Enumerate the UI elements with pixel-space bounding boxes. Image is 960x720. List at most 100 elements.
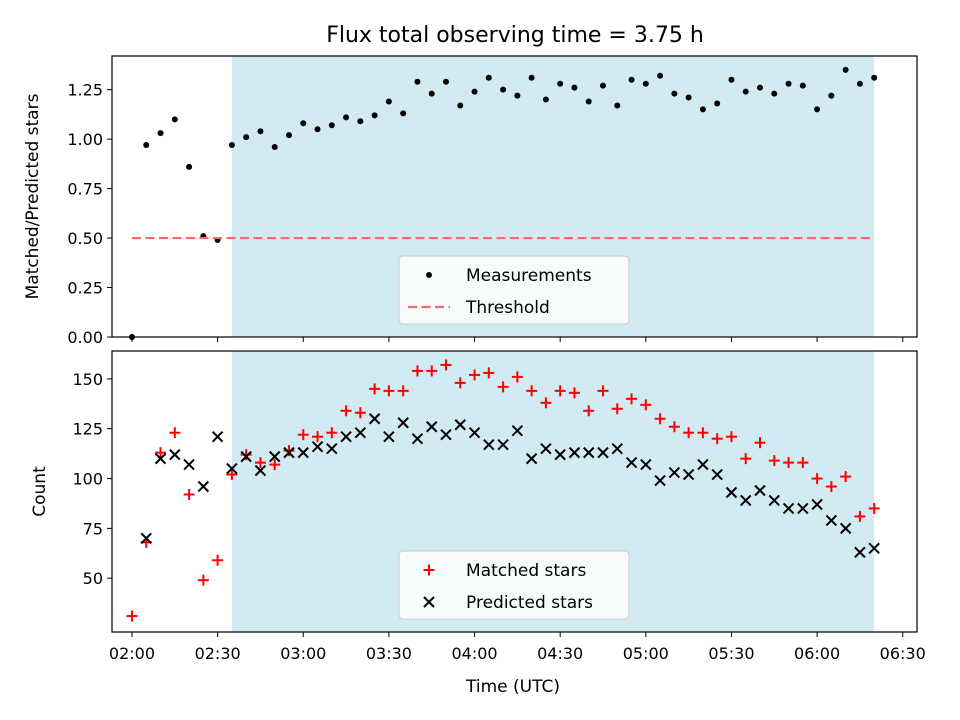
x-tick-label: 03:00 bbox=[280, 644, 326, 663]
matched-star-point bbox=[768, 455, 780, 467]
matched-star-point bbox=[840, 471, 852, 483]
legend-matched-swatch bbox=[423, 564, 435, 576]
matched-star-point bbox=[583, 405, 595, 417]
predicted-star-point bbox=[568, 446, 581, 459]
matched-star-point bbox=[668, 421, 680, 433]
measurement-point bbox=[171, 116, 178, 123]
y-tick-label-top: 0.25 bbox=[67, 279, 103, 298]
matched-star-point bbox=[155, 447, 167, 459]
measurement-point bbox=[328, 122, 335, 129]
matched-star-point bbox=[754, 437, 766, 449]
measurement-point bbox=[599, 82, 606, 89]
matched-star-point bbox=[797, 457, 809, 469]
measurement-point bbox=[814, 106, 821, 113]
x-tick-label: 03:30 bbox=[366, 644, 412, 663]
measurement-point bbox=[828, 92, 835, 99]
measurement-point bbox=[742, 88, 749, 95]
x-tick-label: 04:30 bbox=[537, 644, 583, 663]
predicted-star-point bbox=[697, 458, 709, 471]
predicted-star-point bbox=[197, 480, 210, 493]
matched-star-point bbox=[683, 427, 695, 439]
x-tick-label: 05:00 bbox=[623, 644, 669, 663]
x-tick-label: 04:00 bbox=[451, 644, 497, 663]
predicted-star-point bbox=[169, 448, 181, 461]
measurement-point bbox=[257, 128, 264, 135]
y-tick-label-bottom: 100 bbox=[72, 470, 103, 489]
matched-star-point bbox=[269, 459, 281, 471]
predicted-star-point bbox=[611, 442, 623, 455]
predicted-star-point bbox=[511, 425, 524, 437]
matched-star-point bbox=[354, 407, 366, 419]
predicted-star-point bbox=[368, 413, 381, 425]
predicted-star-point bbox=[454, 419, 466, 431]
predicted-star-point bbox=[340, 430, 352, 443]
predicted-star-point bbox=[226, 462, 238, 475]
measurement-point bbox=[856, 80, 863, 87]
matched-star-point bbox=[297, 429, 309, 441]
matched-star-point bbox=[411, 365, 423, 377]
predicted-star-point bbox=[754, 484, 766, 497]
legend-predicted-swatch bbox=[423, 596, 435, 608]
series-bottom-0 bbox=[126, 359, 880, 622]
y-axis-label-top: Matched/Predicted stars bbox=[23, 93, 43, 299]
measurement-point bbox=[143, 142, 150, 149]
predicted-star-point bbox=[854, 546, 866, 558]
y-tick-label-bottom: 75 bbox=[83, 519, 103, 538]
measurement-point bbox=[371, 112, 378, 119]
matched-star-point bbox=[240, 449, 252, 461]
predicted-star-point bbox=[825, 514, 838, 527]
measurement-point bbox=[685, 94, 692, 101]
y-tick-label-bottom: 125 bbox=[72, 420, 103, 439]
measurement-point bbox=[414, 78, 421, 85]
chart-panel-top: 0.00 0.25 0.50 0.75 1.00 1.25 Matched/Predicte… bbox=[23, 55, 918, 347]
measurement-point bbox=[714, 100, 721, 107]
chart-panel-bottom: 50 75 100 125 150 02:00 02:30 03:00 03:30 04:00 04… bbox=[30, 350, 926, 663]
predicted-star-point bbox=[411, 432, 424, 445]
legend-label: Threshold bbox=[465, 298, 550, 318]
measurement-point bbox=[357, 118, 364, 125]
predicted-star-point bbox=[597, 446, 609, 459]
predicted-star-point bbox=[311, 440, 324, 453]
predicted-star-point bbox=[183, 458, 195, 471]
matched-star-point bbox=[526, 385, 538, 397]
matched-star-point bbox=[597, 385, 609, 397]
y-axis-label-bottom: Count bbox=[30, 466, 50, 517]
predicted-star-point bbox=[768, 494, 780, 507]
matched-star-point bbox=[640, 399, 652, 411]
predicted-star-point bbox=[497, 438, 509, 451]
predicted-star-point bbox=[682, 468, 695, 481]
y-tick-label-top: 0.00 bbox=[67, 328, 103, 347]
measurement-point bbox=[285, 132, 292, 139]
matched-star-point bbox=[554, 385, 566, 397]
measurement-point bbox=[186, 163, 193, 170]
matched-star-point bbox=[369, 383, 381, 395]
matched-star-point bbox=[711, 433, 723, 445]
matched-star-point bbox=[540, 397, 552, 409]
measurement-point bbox=[871, 74, 878, 81]
measurement-point bbox=[756, 84, 763, 91]
predicted-star-point bbox=[583, 446, 595, 459]
measurement-point bbox=[428, 90, 435, 97]
predicted-star-point bbox=[782, 502, 795, 515]
matched-star-point bbox=[183, 488, 195, 500]
y-tick-label-top: 1.25 bbox=[67, 81, 103, 100]
measurement-point bbox=[157, 130, 164, 137]
matched-star-point bbox=[740, 453, 752, 465]
figure-title: Flux total observing time = 3.75 h bbox=[326, 23, 704, 48]
measurement-point bbox=[614, 102, 621, 109]
measurement-point bbox=[799, 82, 806, 89]
matched-star-point bbox=[511, 371, 523, 383]
predicted-star-point bbox=[668, 466, 681, 479]
predicted-star-point bbox=[397, 417, 409, 429]
matched-star-point bbox=[426, 365, 438, 377]
measurement-point bbox=[300, 120, 307, 127]
measurement-point bbox=[728, 76, 735, 83]
measurement-point bbox=[557, 80, 564, 87]
predicted-star-point bbox=[154, 452, 167, 465]
matched-star-point bbox=[868, 502, 880, 514]
predicted-star-point bbox=[640, 458, 652, 471]
predicted-star-point bbox=[426, 421, 438, 433]
measurement-point bbox=[457, 102, 464, 109]
legend-label: Matched stars bbox=[466, 561, 586, 581]
predicted-star-point bbox=[797, 502, 809, 515]
